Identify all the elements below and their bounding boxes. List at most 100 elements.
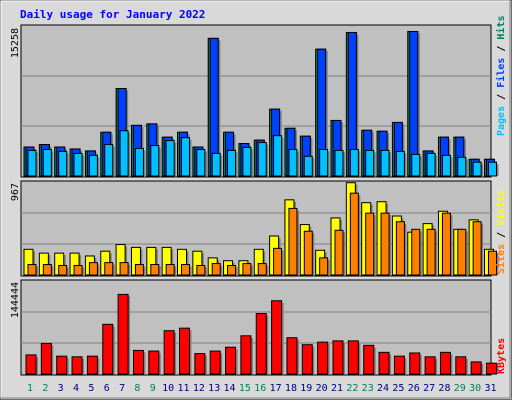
day-label: 23 bbox=[362, 383, 374, 394]
visits-legend: Sites / Visits bbox=[495, 190, 507, 274]
visits-sites-bars bbox=[23, 182, 499, 276]
pages-bar bbox=[58, 150, 68, 177]
day-label: 16 bbox=[254, 383, 266, 394]
day-label: 22 bbox=[346, 383, 358, 394]
day-label: 6 bbox=[104, 383, 110, 394]
legend-separator: / bbox=[496, 46, 507, 52]
kbytes-bars bbox=[25, 293, 499, 375]
sites-bar bbox=[395, 221, 405, 276]
sites-bar bbox=[349, 192, 359, 276]
kbytes-bar bbox=[179, 327, 190, 375]
day-label: 25 bbox=[392, 383, 404, 394]
pages-bar bbox=[349, 148, 359, 177]
pages-bar bbox=[303, 155, 313, 177]
sites-bar bbox=[242, 263, 252, 276]
pages-bar bbox=[488, 161, 497, 177]
sites-bar bbox=[488, 250, 497, 276]
legend-separator: / bbox=[496, 232, 507, 238]
day-label: 17 bbox=[270, 383, 282, 394]
sites-bar bbox=[472, 221, 482, 276]
pages-bar bbox=[150, 145, 160, 177]
hits-legend: Pages / Files / Hits bbox=[495, 16, 507, 137]
legend-sites: Sites bbox=[495, 244, 507, 274]
pages-bar bbox=[211, 152, 221, 177]
sites-bar bbox=[27, 264, 37, 276]
sites-bar bbox=[273, 247, 283, 276]
day-label: 11 bbox=[177, 383, 189, 394]
kbytes-bar bbox=[56, 355, 68, 375]
kbytes-bar bbox=[194, 353, 206, 375]
kbytes-bar bbox=[225, 346, 237, 375]
pages-bar bbox=[441, 154, 451, 177]
legend-pages: Pages bbox=[496, 106, 507, 136]
sites-bar bbox=[227, 264, 237, 276]
kbytes-bar bbox=[301, 344, 313, 375]
sites-bar bbox=[303, 230, 313, 276]
pages-bar bbox=[472, 161, 482, 177]
pages-bar bbox=[27, 149, 37, 177]
pages-bar bbox=[73, 152, 83, 177]
kbytes-legend: KBytes bbox=[496, 338, 507, 374]
pages-bar bbox=[165, 140, 175, 177]
day-label: 10 bbox=[162, 383, 174, 394]
kbytes-bar bbox=[470, 361, 482, 375]
kbytes-bar bbox=[148, 350, 160, 375]
day-label: 5 bbox=[88, 383, 94, 394]
pages-bar bbox=[257, 142, 267, 177]
legend-files: Files bbox=[495, 58, 507, 88]
pages-bar bbox=[395, 150, 405, 177]
sites-bar bbox=[288, 207, 298, 276]
kbytes-bar bbox=[240, 335, 252, 375]
chart-title: Daily usage for January 2022 bbox=[20, 8, 205, 21]
sites-bar bbox=[211, 263, 221, 276]
pages-bar bbox=[104, 144, 114, 177]
day-label: 27 bbox=[423, 383, 435, 394]
sites-bar bbox=[196, 264, 206, 276]
day-label: 1 bbox=[27, 383, 33, 394]
day-labels: 1 2 3 4 5 6 7 8 9 10 11 12 13 14 15 16 17 18 19 20 21 22 23 24 2… bbox=[27, 383, 497, 394]
sites-bar bbox=[181, 264, 190, 276]
pages-bar bbox=[426, 152, 436, 177]
day-label: 24 bbox=[377, 383, 389, 394]
legend-visits: Visits bbox=[495, 190, 507, 226]
sites-bar bbox=[119, 262, 129, 276]
day-label: 4 bbox=[73, 383, 79, 394]
day-label: 18 bbox=[285, 383, 297, 394]
sites-bar bbox=[150, 264, 160, 276]
sites-bar bbox=[134, 264, 144, 276]
day-label: 14 bbox=[224, 383, 236, 394]
pages-bar bbox=[380, 149, 390, 177]
pages-bar bbox=[134, 147, 144, 177]
kbytes-bar bbox=[271, 300, 283, 375]
day-label: 12 bbox=[193, 383, 205, 394]
sites-bar bbox=[441, 212, 451, 276]
pages-bar bbox=[42, 148, 52, 177]
kbytes-bar bbox=[347, 340, 359, 375]
legend-kbytes: KBytes bbox=[496, 338, 507, 374]
kbytes-bar bbox=[409, 352, 421, 375]
pages-bar bbox=[88, 154, 98, 177]
kbytes-bar bbox=[378, 351, 390, 375]
sites-bar bbox=[104, 262, 114, 276]
pages-bar bbox=[196, 148, 206, 177]
pages-bar bbox=[181, 137, 190, 177]
pages-bar bbox=[273, 135, 283, 177]
sites-bar bbox=[319, 257, 329, 276]
kbytes-bar bbox=[163, 330, 175, 375]
kbytes-bar bbox=[286, 337, 298, 375]
pages-bar bbox=[334, 149, 344, 177]
day-label: 15 bbox=[239, 383, 251, 394]
legend-separator: / bbox=[496, 94, 507, 100]
sites-bar bbox=[58, 264, 68, 276]
kbytes-bar bbox=[117, 293, 129, 375]
sites-bar bbox=[426, 228, 436, 276]
sites-bar bbox=[334, 229, 344, 276]
day-label: 8 bbox=[134, 383, 140, 394]
pages-bar bbox=[227, 149, 237, 177]
day-label: 26 bbox=[408, 383, 420, 394]
day-label: 29 bbox=[454, 383, 466, 394]
kbytes-panel-max-label: 144444 bbox=[10, 282, 21, 318]
day-label: 2 bbox=[42, 383, 48, 394]
kbytes-bar bbox=[40, 342, 52, 375]
